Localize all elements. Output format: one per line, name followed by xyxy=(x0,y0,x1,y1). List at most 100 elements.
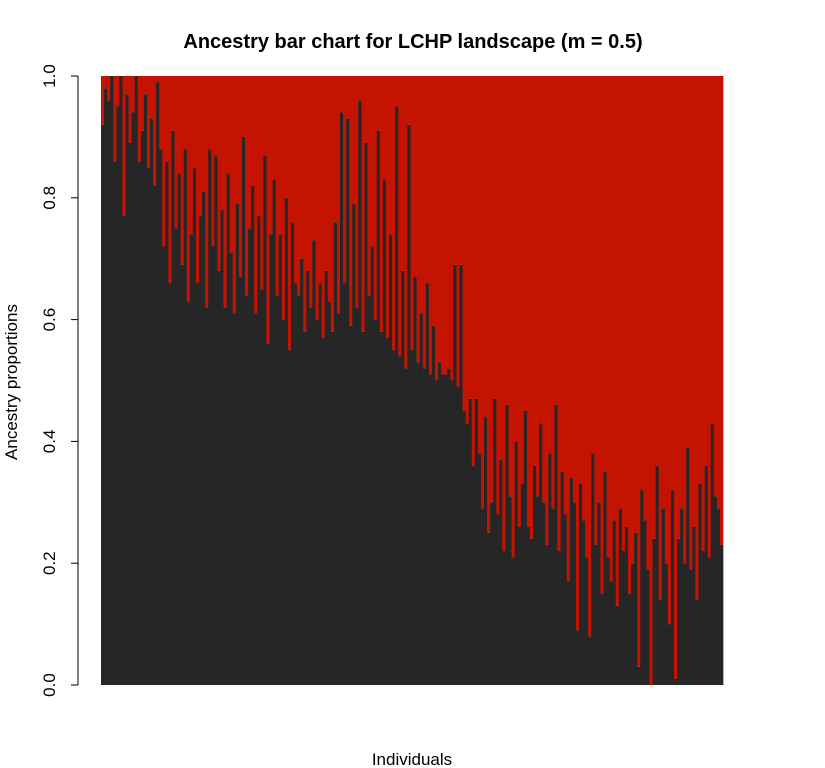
bar-segment-cluster1 xyxy=(637,666,641,685)
bar-segment-cluster2 xyxy=(606,76,610,558)
bar-segment-cluster1 xyxy=(695,599,699,685)
bar-segment-cluster2 xyxy=(471,76,476,466)
bar-segment-cluster2 xyxy=(140,76,145,131)
bar-segment-cluster1 xyxy=(214,155,218,686)
bar-segment-cluster1 xyxy=(278,234,283,685)
bar-segment-cluster1 xyxy=(269,234,273,685)
bar-segment-cluster2 xyxy=(333,76,338,223)
bar-segment-cluster2 xyxy=(637,76,641,667)
bar-segment-cluster2 xyxy=(431,76,436,326)
bar-segment-cluster2 xyxy=(241,76,246,137)
bar-segment-cluster1 xyxy=(174,228,178,685)
bar-segment-cluster2 xyxy=(104,76,108,89)
bar-segment-cluster1 xyxy=(545,544,549,685)
bar-segment-cluster1 xyxy=(520,484,525,685)
bar-segment-cluster2 xyxy=(143,76,148,95)
bar-segment-cluster1 xyxy=(658,599,663,685)
bar-segment-cluster2 xyxy=(523,76,528,411)
bar-segment-cluster1 xyxy=(300,258,304,685)
bar-segment-cluster1 xyxy=(330,331,335,685)
bar-segment-cluster2 xyxy=(165,76,169,162)
bar-segment-cluster2 xyxy=(306,76,310,271)
bar-segment-cluster1 xyxy=(254,313,258,685)
bar-segment-cluster2 xyxy=(664,76,669,564)
bar-segment-cluster1 xyxy=(526,526,531,685)
bar-segment-cluster2 xyxy=(327,76,332,302)
bar-segment-cluster1 xyxy=(704,465,709,685)
bar-segment-cluster1 xyxy=(603,471,607,685)
bar-segment-cluster2 xyxy=(202,76,206,192)
y-tick-label: 1.0 xyxy=(40,64,59,88)
bar-segment-cluster2 xyxy=(425,76,430,284)
bar-segment-cluster1 xyxy=(110,76,114,685)
bar-segment-cluster2 xyxy=(245,76,249,296)
bar-segment-cluster1 xyxy=(456,386,460,685)
bar-segment-cluster2 xyxy=(575,76,580,631)
bar-segment-cluster1 xyxy=(410,350,414,685)
bar-segment-cluster2 xyxy=(174,76,178,229)
bar-segment-cluster2 xyxy=(526,76,531,527)
bar-segment-cluster2 xyxy=(195,76,200,284)
bar-segment-cluster1 xyxy=(554,404,558,685)
bar-segment-cluster2 xyxy=(649,76,653,685)
bar-segment-cluster1 xyxy=(128,142,132,686)
bar-segment-cluster1 xyxy=(582,520,586,685)
bar-segment-cluster1 xyxy=(441,374,445,685)
bar-segment-cluster1 xyxy=(667,624,672,685)
bar-segment-cluster1 xyxy=(389,234,393,685)
bar-segment-cluster2 xyxy=(655,76,659,466)
bar-segment-cluster2 xyxy=(389,76,393,235)
bar-segment-cluster1 xyxy=(701,551,705,685)
bar-segment-cluster1 xyxy=(183,149,188,685)
bar-segment-cluster2 xyxy=(719,76,724,545)
bar-segment-cluster2 xyxy=(150,76,154,119)
bar-segment-cluster1 xyxy=(459,264,463,685)
bar-segment-cluster1 xyxy=(615,605,620,685)
bar-segment-cluster1 xyxy=(134,76,139,685)
bar-segment-cluster2 xyxy=(560,76,565,472)
bar-segment-cluster1 xyxy=(171,130,175,685)
bar-segment-cluster2 xyxy=(716,76,721,509)
bar-segment-cluster1 xyxy=(438,362,442,685)
bar-segment-cluster1 xyxy=(563,514,568,685)
bar-segment-cluster2 xyxy=(459,76,463,265)
bar-segment-cluster2 xyxy=(588,76,592,637)
bar-segment-cluster1 xyxy=(297,295,301,685)
y-tick-label: 0.0 xyxy=(40,673,59,697)
bar-segment-cluster2 xyxy=(217,76,221,271)
bar-segment-cluster1 xyxy=(281,319,286,685)
bar-segment-cluster1 xyxy=(465,423,470,685)
bar-segment-cluster1 xyxy=(664,563,669,685)
bar-segment-cluster2 xyxy=(392,76,396,351)
bar-segment-cluster1 xyxy=(588,636,592,685)
bar-segment-cluster1 xyxy=(192,167,197,686)
bar-segment-cluster2 xyxy=(186,76,191,302)
bar-segment-cluster1 xyxy=(143,94,148,685)
bar-segment-cluster2 xyxy=(248,76,252,229)
bar-segment-cluster2 xyxy=(287,76,292,351)
bar-segment-cluster2 xyxy=(520,76,525,485)
bar-segment-cluster1 xyxy=(340,112,344,686)
bar-segment-cluster2 xyxy=(533,76,537,466)
bar-segment-cluster1 xyxy=(710,423,715,685)
x-axis-label: Individuals xyxy=(372,750,452,768)
bar-segment-cluster2 xyxy=(189,76,194,235)
bar-segment-cluster1 xyxy=(309,307,313,685)
bar-segment-cluster1 xyxy=(303,331,307,685)
bar-segment-cluster1 xyxy=(661,508,666,685)
bar-segment-cluster2 xyxy=(609,76,614,582)
bar-segment-cluster1 xyxy=(707,557,712,685)
bar-segment-cluster2 xyxy=(548,76,552,454)
bar-segment-cluster1 xyxy=(165,161,169,685)
bar-segment-cluster1 xyxy=(621,551,626,685)
bar-segment-cluster1 xyxy=(159,149,163,685)
bar-segment-cluster1 xyxy=(361,331,365,685)
bar-segment-cluster1 xyxy=(416,362,421,685)
bar-segment-cluster2 xyxy=(162,76,166,247)
bar-segment-cluster2 xyxy=(612,76,617,521)
bar-segment-cluster1 xyxy=(523,410,528,685)
bar-segment-cluster2 xyxy=(585,76,589,558)
bar-segment-cluster1 xyxy=(557,551,561,685)
bar-segment-cluster1 xyxy=(643,520,647,685)
